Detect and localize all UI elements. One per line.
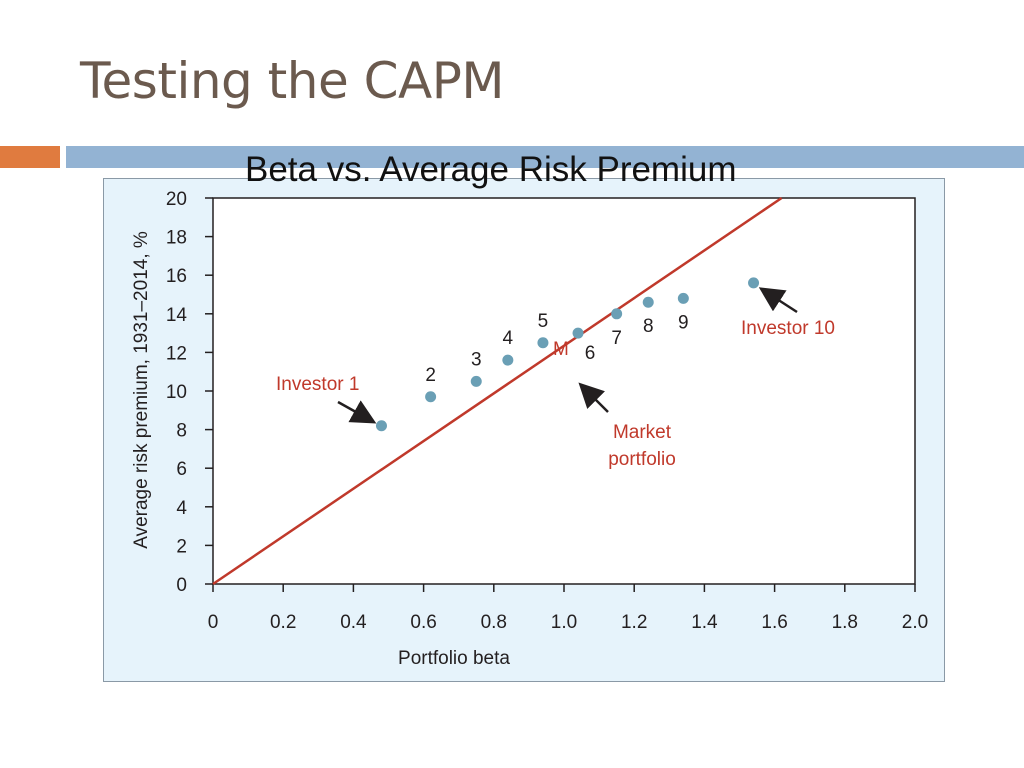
point-label: 8 [643,316,654,337]
x-tick-label: 1.0 [551,612,577,633]
data-point [537,337,549,349]
arrow-investor-10 [758,287,798,314]
chart-title: Beta vs. Average Risk Premium [245,150,737,189]
accent-bar-orange [0,146,60,168]
y-tick-label: 18 [166,228,187,249]
x-tick-label: 0.4 [340,612,367,633]
point-label: 7 [611,328,622,349]
x-tick-label: 0.2 [270,612,296,633]
x-tick-label: 0.6 [410,612,436,633]
point-label: 4 [503,328,514,349]
x-tick-label: 1.6 [761,612,787,633]
arrow-investor-1 [337,400,377,424]
slide-title: Testing the CAPM [80,52,505,110]
security-market-line [212,196,783,586]
annotation-investor-1: Investor 1 [276,374,359,395]
annotation-portfolio: portfolio [608,449,676,470]
data-point [375,420,387,432]
arrow-market [578,382,609,413]
data-point [611,308,623,320]
plot-area [212,197,916,585]
x-tick-label: 2.0 [902,612,928,633]
point-label: 9 [678,312,689,333]
point-label: 5 [538,311,549,332]
x-tick-label: 1.4 [691,612,718,633]
y-tick-label: 6 [176,459,187,480]
accent-bar-blue [66,146,1024,168]
y-axis-title: Average risk premium, 1931–2014, % [131,231,152,549]
market-point-label: M [553,339,569,360]
y-tick-label: 10 [166,382,187,403]
annotation-market: Market [613,422,672,443]
data-point [470,375,482,387]
annotation-investor-10: Investor 10 [741,318,835,339]
y-tick-label: 20 [166,189,187,210]
y-tick-label: 2 [176,536,187,557]
x-axis-title: Portfolio beta [398,648,510,669]
x-tick-label: 0.8 [481,612,507,633]
point-label: 3 [471,349,482,370]
y-tick-label: 14 [166,305,188,326]
point-label: 6 [585,343,596,364]
point-label: 2 [425,365,436,386]
data-point [642,296,654,308]
data-point [572,327,584,339]
x-tick-label: 0 [208,612,219,633]
data-point [425,391,437,403]
y-tick-label: 8 [176,421,187,442]
data-point [502,354,514,366]
y-tick-label: 16 [166,266,187,287]
y-tick-label: 12 [166,343,187,364]
y-tick-label: 0 [176,575,187,596]
data-point [677,292,689,304]
x-tick-label: 1.2 [621,612,647,633]
y-tick-label: 4 [176,498,187,519]
data-point [748,277,760,289]
x-tick-label: 1.8 [832,612,858,633]
